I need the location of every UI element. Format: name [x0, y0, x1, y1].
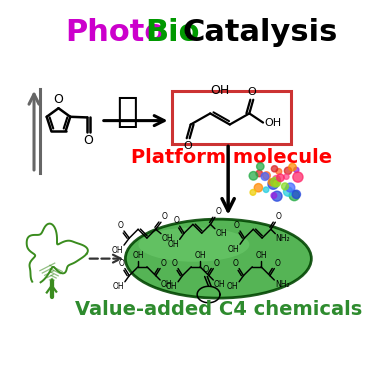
Circle shape	[292, 190, 300, 198]
Text: OH: OH	[210, 84, 230, 97]
Circle shape	[276, 168, 282, 174]
Circle shape	[268, 179, 278, 189]
Circle shape	[273, 176, 280, 183]
Text: OH: OH	[162, 234, 173, 243]
Circle shape	[293, 172, 303, 182]
Text: OH: OH	[215, 229, 227, 238]
Circle shape	[282, 183, 288, 190]
Circle shape	[286, 183, 295, 192]
Text: O: O	[54, 93, 63, 106]
Circle shape	[263, 187, 269, 192]
Text: OH: OH	[166, 282, 178, 291]
Ellipse shape	[125, 219, 311, 298]
Text: OH: OH	[160, 280, 172, 290]
Text: NH₂: NH₂	[275, 280, 290, 290]
Text: Catalysis: Catalysis	[183, 18, 338, 47]
Text: O: O	[233, 259, 238, 268]
Circle shape	[289, 190, 299, 201]
Ellipse shape	[138, 228, 249, 262]
Text: O: O	[202, 265, 208, 274]
Text: Value-added C4 chemicals: Value-added C4 chemicals	[75, 300, 362, 319]
Circle shape	[261, 172, 269, 180]
Circle shape	[277, 174, 284, 182]
Text: Platform molecule: Platform molecule	[131, 148, 332, 167]
Text: Bio: Bio	[146, 18, 200, 47]
Text: OH: OH	[228, 244, 240, 254]
Text: 💡: 💡	[116, 96, 138, 129]
Circle shape	[284, 174, 289, 179]
Circle shape	[256, 170, 262, 177]
Text: O: O	[248, 87, 256, 97]
Circle shape	[271, 193, 277, 198]
Circle shape	[262, 172, 270, 180]
Circle shape	[289, 164, 296, 171]
Text: OH: OH	[168, 240, 179, 249]
Text: Photo: Photo	[66, 18, 166, 47]
Circle shape	[272, 166, 278, 172]
Text: O: O	[184, 141, 192, 151]
Text: OH: OH	[113, 282, 125, 291]
Circle shape	[271, 177, 281, 187]
Text: O: O	[234, 221, 240, 230]
Text: O: O	[160, 259, 166, 268]
Text: OH: OH	[194, 251, 206, 260]
Circle shape	[284, 167, 292, 174]
Circle shape	[268, 178, 276, 186]
Text: O: O	[276, 212, 282, 221]
Text: NH₂: NH₂	[276, 234, 290, 243]
Circle shape	[256, 163, 264, 170]
Text: O: O	[275, 259, 280, 268]
Circle shape	[254, 183, 262, 192]
Circle shape	[294, 167, 299, 172]
Text: O: O	[214, 259, 220, 268]
Text: OH: OH	[227, 282, 238, 291]
Text: O: O	[162, 212, 167, 221]
Text: O: O	[118, 221, 123, 230]
Text: OH: OH	[255, 251, 267, 260]
Text: OH: OH	[214, 280, 225, 290]
Text: OH: OH	[264, 118, 282, 128]
FancyBboxPatch shape	[172, 91, 291, 144]
Circle shape	[272, 191, 282, 201]
Circle shape	[250, 189, 256, 195]
Text: O: O	[172, 259, 178, 268]
Text: O: O	[215, 207, 221, 216]
Text: O: O	[84, 134, 93, 147]
Circle shape	[249, 171, 258, 180]
Text: O: O	[118, 259, 124, 268]
Text: O: O	[173, 216, 179, 225]
FancyArrowPatch shape	[90, 255, 121, 262]
Circle shape	[284, 187, 292, 196]
Text: OH: OH	[112, 246, 123, 255]
Circle shape	[274, 181, 279, 186]
Text: OH: OH	[132, 251, 144, 260]
